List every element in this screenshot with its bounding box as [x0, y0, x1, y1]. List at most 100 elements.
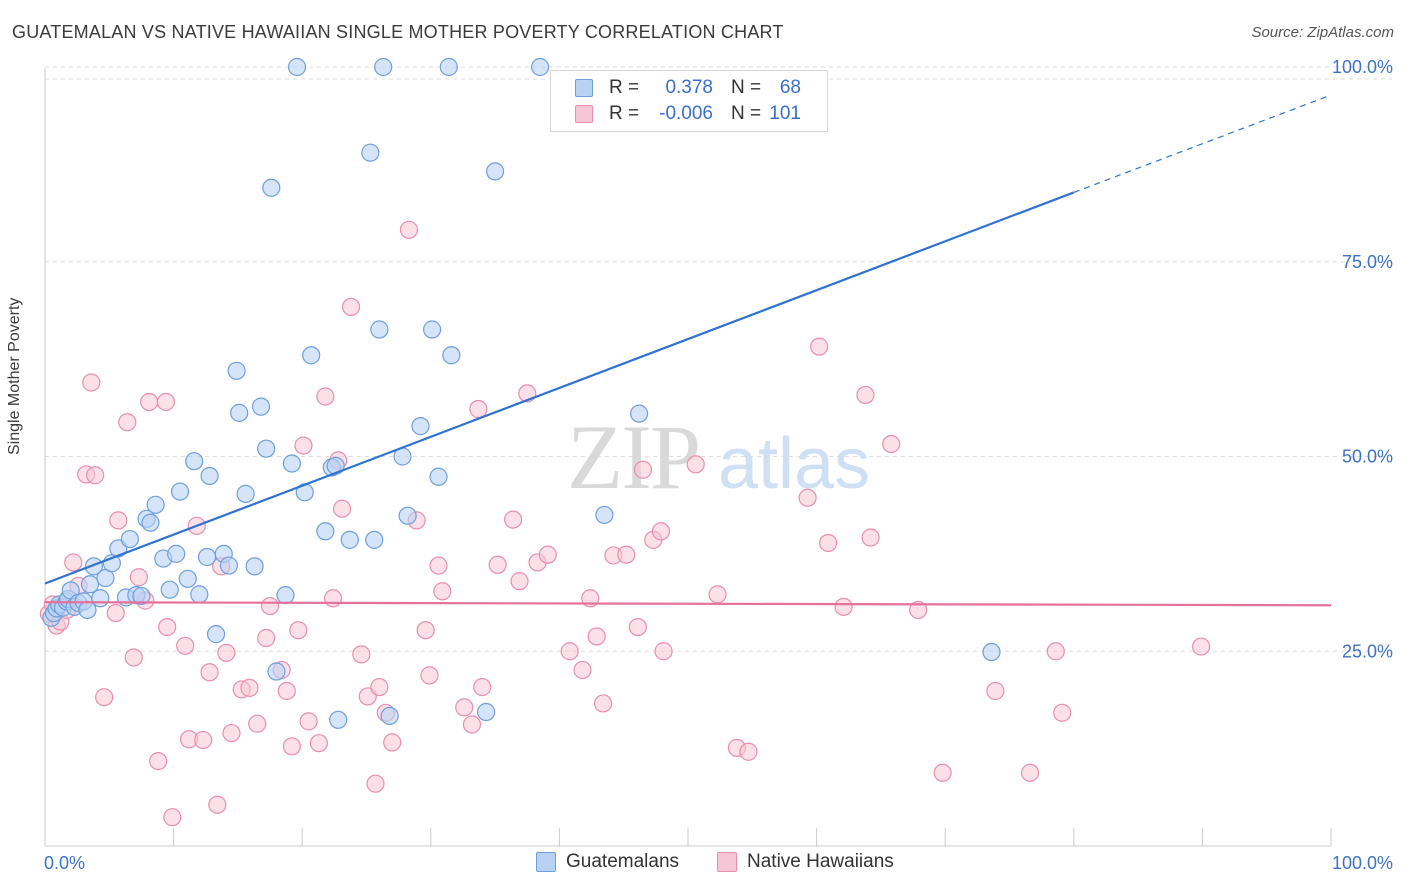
data-point-native-hawaiian [277, 681, 296, 701]
data-point-native-hawaiian [86, 466, 105, 485]
data-point-native-hawaiian [299, 712, 318, 731]
data-point-guatemalan [982, 642, 1001, 662]
data-point-native-hawaiian [109, 511, 128, 530]
data-point-guatemalan [287, 57, 307, 77]
data-point-native-hawaiian [416, 621, 435, 640]
data-point-guatemalan [476, 702, 496, 722]
data-point-native-hawaiian [240, 678, 259, 697]
legend-r-value: -0.006 [659, 103, 713, 124]
data-point-native-hawaiian [654, 642, 673, 661]
data-point-native-hawaiian [260, 596, 280, 616]
data-point-guatemalan [398, 506, 417, 525]
data-point-native-hawaiian [194, 730, 213, 750]
data-point-native-hawaiian [341, 297, 361, 317]
data-point-guatemalan [197, 547, 217, 567]
data-point-guatemalan [227, 361, 246, 380]
data-point-native-hawaiian [200, 663, 219, 682]
data-point-native-hawaiian [248, 714, 267, 733]
data-point-native-hawaiian [208, 795, 227, 814]
data-point-native-hawaiian [798, 488, 817, 507]
trend-line-native-hawaiians [44, 601, 1332, 607]
data-point-guatemalan [245, 557, 264, 576]
data-point-native-hawaiian [488, 555, 507, 574]
data-point-native-hawaiian [473, 677, 492, 697]
data-point-guatemalan [219, 556, 238, 575]
data-point-native-hawaiian [156, 392, 175, 412]
data-point-native-hawaiian [383, 733, 402, 752]
x-tick-label: 0.0% [44, 853, 85, 873]
data-point-native-hawaiian [352, 645, 371, 664]
bottom-legend-label: Guatemalans [566, 851, 680, 872]
data-point-guatemalan [439, 57, 458, 77]
data-point-guatemalan [206, 625, 226, 644]
data-point-native-hawaiian [819, 533, 838, 553]
trend-lines [44, 94, 1332, 607]
data-point-guatemalan [374, 57, 393, 77]
data-point-native-hawaiian [222, 723, 241, 743]
data-point-native-hawaiian [289, 621, 308, 640]
trend-line-guatemalans [44, 191, 1075, 585]
data-point-native-hawaiian [149, 751, 168, 771]
axes [44, 68, 1332, 847]
data-point-native-hawaiian [882, 434, 901, 454]
data-point-guatemalan [302, 346, 321, 365]
legend-n-value: 68 [779, 77, 801, 98]
bottom-legend-label: Native Hawaiians [747, 851, 894, 872]
data-point-native-hawaiian [617, 545, 636, 564]
watermark-atlas: atlas [718, 424, 870, 504]
legend-row-guatemalans: R = 0.378 N = 68 [575, 75, 801, 101]
chart-title: GUATEMALAN VS NATIVE HAWAIIAN SINGLE MOT… [12, 22, 784, 42]
data-point-guatemalan [91, 589, 110, 608]
data-point-native-hawaiian [332, 499, 352, 518]
data-point-native-hawaiian [366, 774, 385, 793]
data-point-guatemalan [380, 706, 399, 726]
legend-swatch-pink [575, 105, 593, 123]
data-point-native-hawaiian [708, 585, 727, 604]
data-point-guatemalan [340, 530, 359, 549]
data-point-guatemalan [178, 569, 197, 588]
legend-r-value: 0.378 [665, 77, 713, 98]
data-point-native-hawaiian [95, 688, 114, 707]
data-point-guatemalan [326, 456, 345, 475]
legend-r-label: R = [609, 77, 640, 98]
source-credit: Source: ZipAtlas.com [1251, 24, 1394, 41]
data-point-native-hawaiian [909, 600, 928, 620]
data-point-guatemalan [160, 580, 179, 599]
data-point-guatemalan [276, 586, 295, 605]
data-point-native-hawaiian [504, 510, 523, 529]
legend-swatch-blue [575, 79, 593, 97]
data-point-guatemalan [329, 710, 348, 729]
data-point-guatemalan [531, 57, 550, 77]
data-point-native-hawaiian [856, 385, 875, 405]
watermark-zip: ZIP [567, 406, 699, 508]
data-point-native-hawaiian [651, 522, 671, 541]
data-point-native-hawaiian [129, 568, 148, 587]
data-point-native-hawaiian [176, 636, 195, 655]
data-point-native-hawaiian [510, 572, 529, 591]
data-point-native-hawaiian [433, 582, 452, 601]
data-point-native-hawaiian [323, 589, 343, 608]
data-point-guatemalan [411, 417, 430, 436]
data-point-native-hawaiian [82, 373, 101, 392]
data-point-native-hawaiian [140, 392, 159, 412]
bottom-legend-guatemalans: Guatemalans [536, 851, 679, 873]
data-point-guatemalan [190, 585, 209, 604]
data-point-native-hawaiian [282, 737, 302, 756]
data-point-native-hawaiian [118, 413, 137, 432]
data-point-guatemalan [429, 467, 448, 486]
data-point-guatemalan [251, 397, 271, 416]
data-point-native-hawaiian [1053, 703, 1072, 722]
data-point-native-hawaiian [462, 715, 482, 734]
data-point-guatemalan [267, 662, 286, 681]
data-point-native-hawaiian [628, 618, 647, 637]
data-point-native-hawaiian [560, 642, 579, 661]
data-point-native-hawaiian [1192, 637, 1211, 656]
legend-r-label: R = [609, 103, 640, 124]
data-point-native-hawaiian [64, 553, 83, 572]
data-point-guatemalan [185, 452, 204, 471]
legend-n-label: N = [731, 103, 762, 124]
bottom-legend-native-hawaiians: Native Hawaiians [717, 851, 894, 873]
data-point-native-hawaiian [399, 220, 419, 239]
pink-points [39, 220, 1211, 827]
data-point-native-hawaiian [370, 677, 389, 697]
